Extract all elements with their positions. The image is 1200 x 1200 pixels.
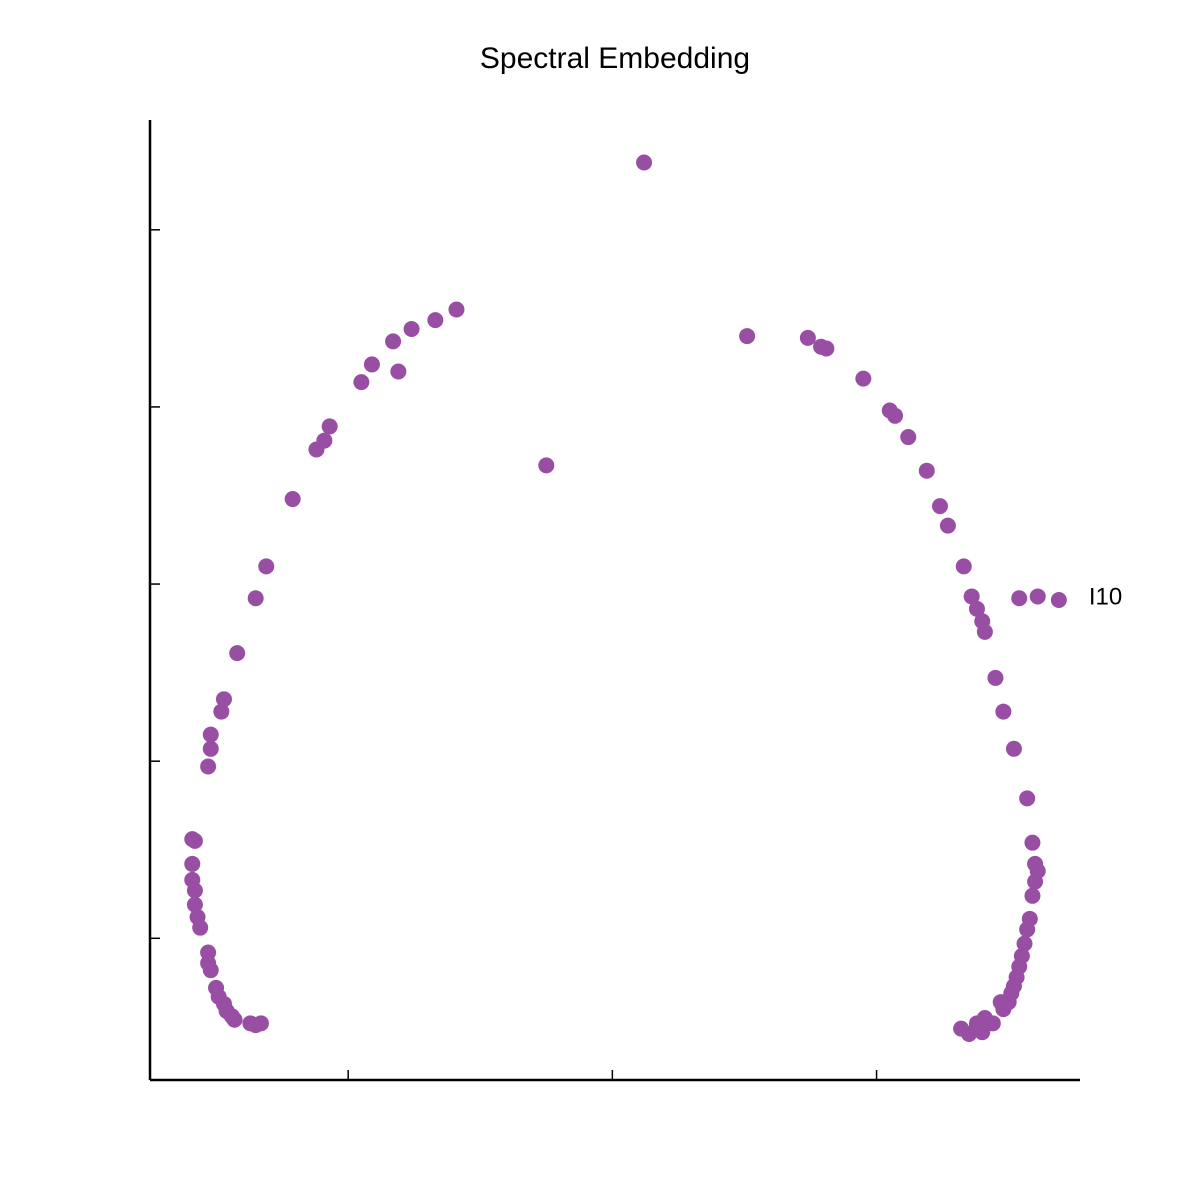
point bbox=[247, 590, 264, 607]
point bbox=[968, 1017, 985, 1034]
point bbox=[931, 498, 948, 515]
point bbox=[252, 1015, 269, 1032]
point bbox=[887, 407, 904, 424]
point bbox=[636, 154, 653, 171]
point bbox=[202, 726, 219, 743]
point bbox=[1024, 887, 1041, 904]
point bbox=[1024, 834, 1041, 851]
point bbox=[403, 321, 420, 338]
point bbox=[226, 1011, 243, 1028]
point bbox=[1011, 590, 1028, 607]
point bbox=[955, 558, 972, 575]
point bbox=[186, 896, 203, 913]
point bbox=[855, 370, 872, 387]
point bbox=[202, 962, 219, 979]
point bbox=[995, 703, 1012, 720]
point bbox=[1029, 588, 1046, 605]
chart-title: Spectral Embedding bbox=[480, 42, 750, 75]
point bbox=[215, 691, 232, 708]
point bbox=[918, 462, 935, 479]
point bbox=[229, 645, 246, 662]
point bbox=[1019, 790, 1036, 807]
point bbox=[427, 312, 444, 329]
point bbox=[448, 301, 465, 318]
point bbox=[186, 882, 203, 899]
point bbox=[186, 832, 203, 849]
point bbox=[192, 919, 209, 936]
point bbox=[200, 758, 217, 775]
point bbox=[799, 329, 816, 346]
point bbox=[213, 703, 230, 720]
point bbox=[1027, 873, 1044, 890]
annotation: I10 bbox=[1089, 583, 1122, 610]
point bbox=[284, 491, 301, 508]
point bbox=[976, 623, 993, 640]
point bbox=[900, 429, 917, 446]
point bbox=[184, 855, 201, 872]
point bbox=[987, 669, 1004, 686]
point bbox=[995, 1001, 1012, 1018]
point bbox=[939, 517, 956, 534]
point bbox=[353, 374, 370, 391]
point bbox=[363, 356, 380, 373]
point bbox=[258, 558, 275, 575]
point bbox=[1005, 740, 1022, 757]
point bbox=[538, 457, 555, 474]
point bbox=[1019, 921, 1036, 938]
point bbox=[308, 441, 325, 458]
point bbox=[818, 340, 835, 357]
point bbox=[321, 418, 338, 435]
point bbox=[953, 1020, 970, 1037]
point bbox=[1016, 935, 1033, 952]
point bbox=[202, 740, 219, 757]
point bbox=[390, 363, 407, 380]
point bbox=[1050, 592, 1067, 608]
point bbox=[963, 588, 980, 605]
point bbox=[385, 333, 402, 350]
point bbox=[739, 328, 756, 345]
point bbox=[968, 600, 985, 617]
